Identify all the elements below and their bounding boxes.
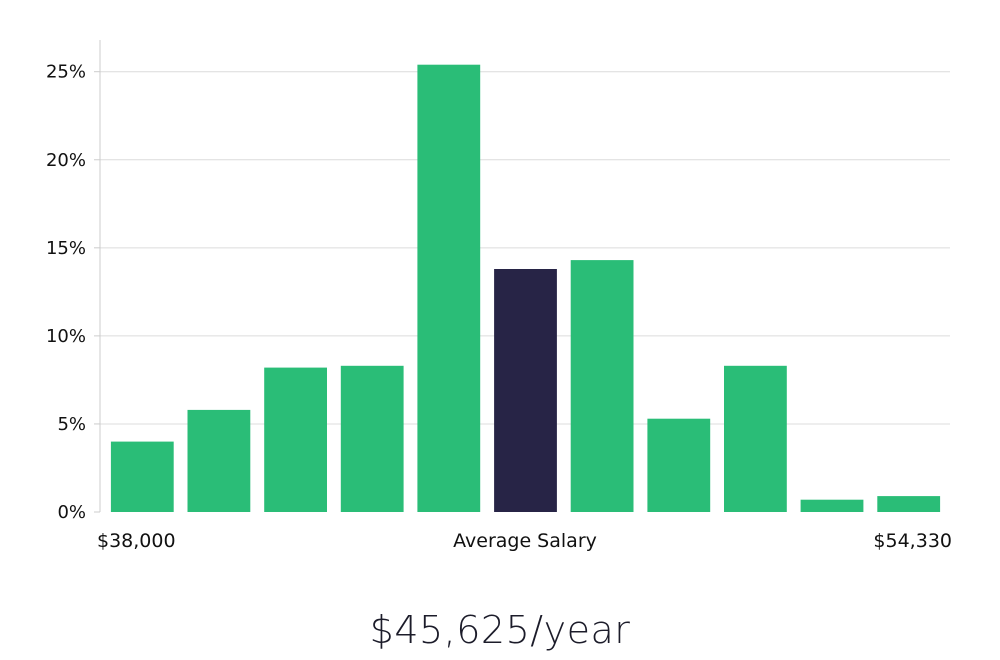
bar (110, 441, 174, 512)
y-axis-tick-labels: 0% 5% 10% 15% 20% 25% (46, 62, 100, 523)
bar (724, 365, 787, 512)
salary-histogram-chart: 0%5%10%15%20%25% $38,000 Average Salary … (46, 40, 952, 552)
bar (187, 409, 251, 512)
y-tick-label: 15% (46, 238, 86, 259)
y-tick-label: 0% (57, 502, 86, 523)
x-axis-min-label: $38,000 (97, 530, 176, 552)
bar-average-salary (494, 269, 557, 512)
bars (110, 64, 941, 512)
average-salary-value: $45,625/year (369, 608, 631, 652)
bar (340, 365, 404, 512)
x-axis-center-label: Average Salary (453, 530, 597, 552)
y-tick-label: 5% (57, 414, 86, 435)
bar (877, 496, 941, 512)
bar (417, 64, 481, 512)
x-axis-max-label: $54,330 (873, 530, 952, 552)
bar (264, 367, 327, 512)
y-tick-label: 20% (46, 150, 86, 171)
grid-lines (100, 71, 950, 425)
y-tick-label: 25% (46, 62, 86, 83)
y-tick-label: 10% (46, 326, 86, 347)
bar (570, 260, 634, 512)
bar (647, 418, 711, 512)
bar (800, 499, 864, 512)
